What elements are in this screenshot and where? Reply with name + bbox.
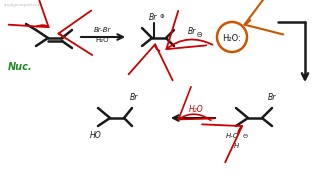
FancyArrowPatch shape xyxy=(166,11,212,49)
Text: Br: Br xyxy=(188,27,196,36)
Text: Br: Br xyxy=(268,93,276,102)
Text: H₂O: H₂O xyxy=(188,105,204,114)
Text: studypumped.com: studypumped.com xyxy=(4,3,43,7)
Text: ⊕: ⊕ xyxy=(160,14,164,19)
Text: HO: HO xyxy=(90,131,102,140)
FancyArrowPatch shape xyxy=(129,44,172,80)
FancyArrowPatch shape xyxy=(9,0,49,27)
Text: H₂O:: H₂O: xyxy=(223,33,241,42)
FancyArrowPatch shape xyxy=(244,0,283,35)
Text: H₂O: H₂O xyxy=(95,37,109,43)
Text: Nuc.: Nuc. xyxy=(8,62,33,72)
FancyArrowPatch shape xyxy=(179,87,213,120)
Text: Θ: Θ xyxy=(243,134,248,139)
Text: H-O: H-O xyxy=(226,133,239,139)
Text: Br: Br xyxy=(149,13,157,22)
FancyArrowPatch shape xyxy=(58,11,92,55)
FancyArrowPatch shape xyxy=(202,124,242,162)
Text: Br: Br xyxy=(130,93,138,102)
Text: H: H xyxy=(234,143,239,149)
Text: Br-Br: Br-Br xyxy=(93,27,111,33)
Text: Θ: Θ xyxy=(197,32,202,38)
